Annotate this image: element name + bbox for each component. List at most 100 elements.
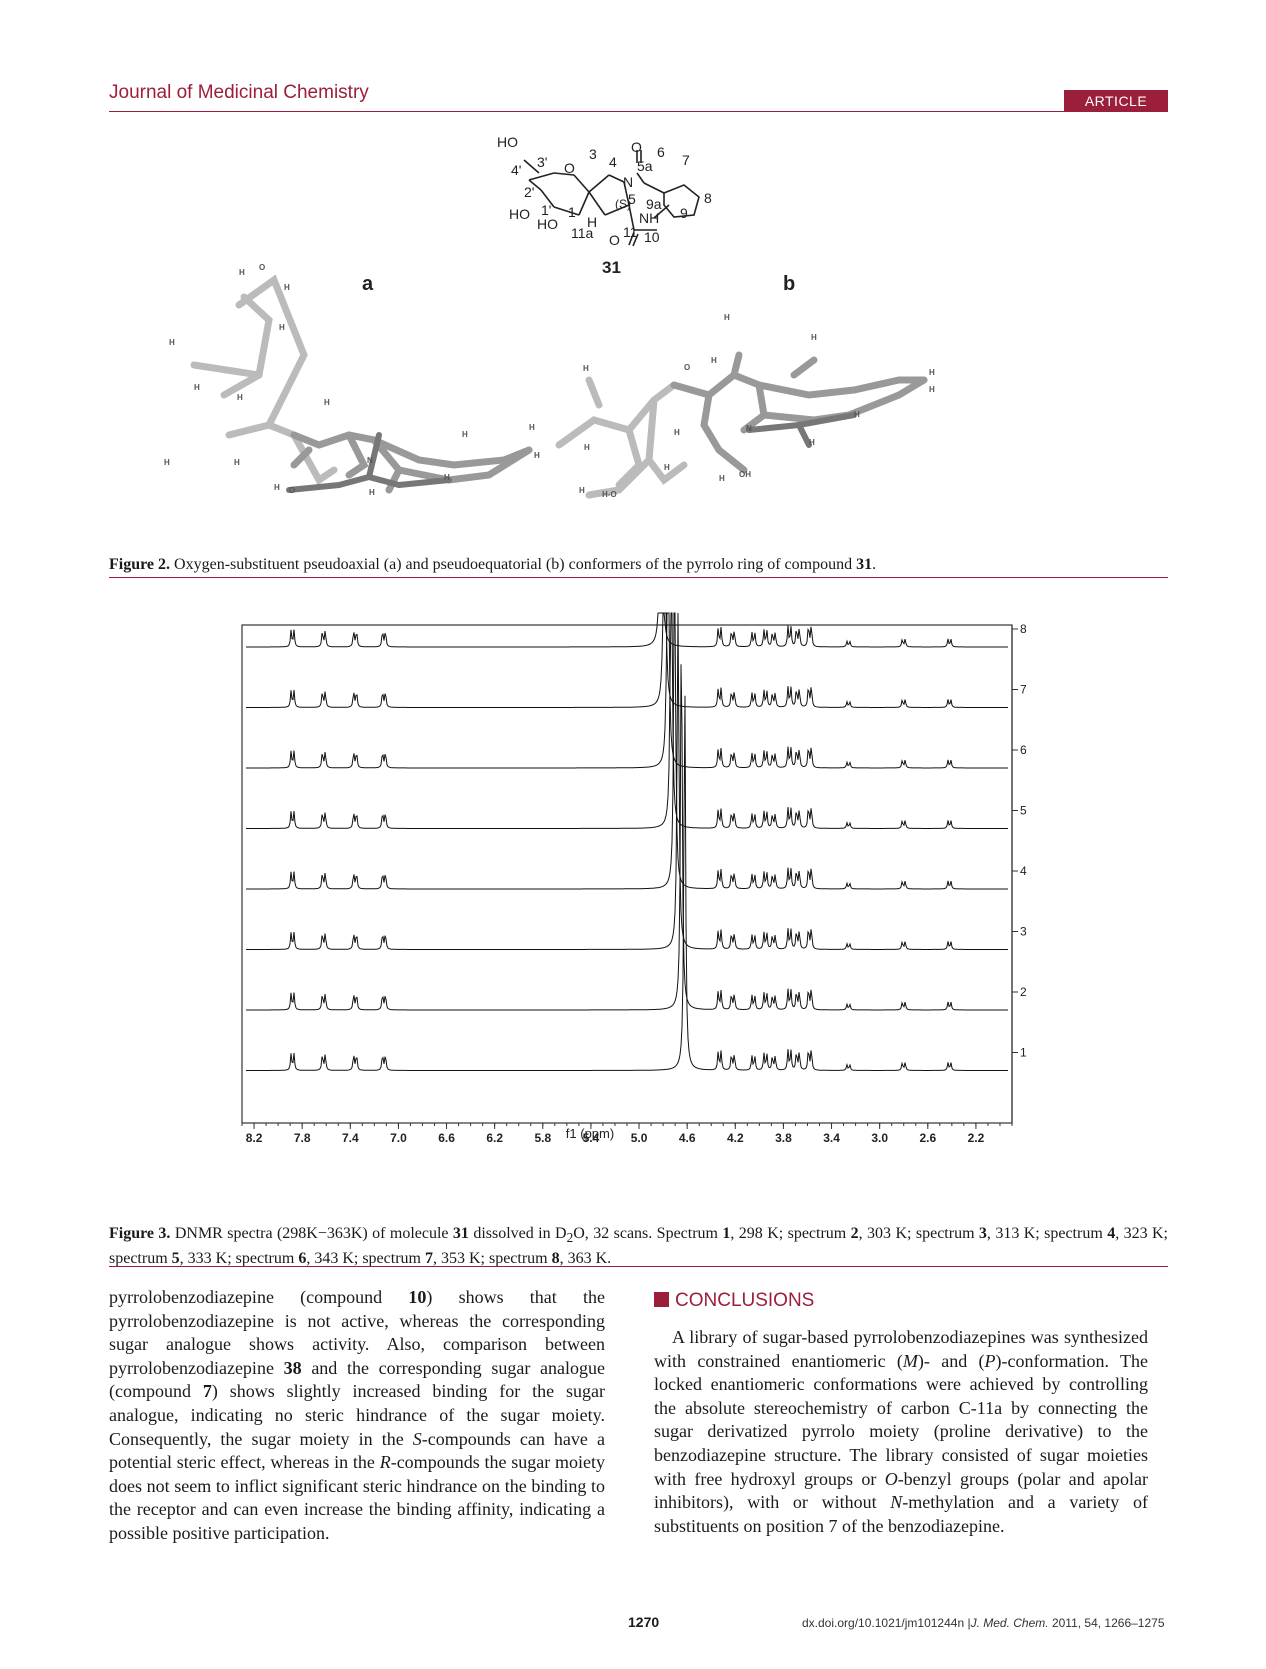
spectrum-trace: [246, 612, 1008, 708]
panel-a-label: a: [362, 273, 374, 295]
panel-b-label: b: [783, 273, 795, 295]
x-tick-label: 7.0: [390, 1131, 407, 1145]
svg-text:11a: 11a: [571, 225, 594, 241]
spectrum-index-axis: 8 7 6 5 4 3 2 1: [1012, 622, 1027, 1060]
spectra-group: [246, 612, 1008, 1071]
svg-text:H: H: [929, 385, 935, 394]
svg-text:4: 4: [609, 154, 617, 170]
structure-atom-labels: HO 4' 3' O 3 4 O 6 7 5a N 5 2' 1' (S) 9a…: [497, 134, 712, 248]
figure-3-caption: Figure 3. DNMR spectra (298K−363K) of mo…: [109, 1223, 1168, 1269]
doi-link-text: dx.doi.org/10.1021/jm101244n |: [802, 1616, 971, 1630]
svg-text:HO: HO: [537, 216, 558, 232]
svg-text:H: H: [369, 488, 375, 497]
figure-2-caption-end: .: [872, 556, 877, 573]
italic-term: P: [984, 1350, 996, 1371]
caption-text: , 303 K; spectrum: [858, 1225, 979, 1242]
caption-text: , 323 K; spectrum: [109, 1225, 1168, 1268]
figure-2-rule: [109, 577, 1168, 578]
svg-text:1: 1: [568, 204, 576, 220]
x-tick-label: 3.4: [823, 1131, 840, 1145]
caption-spectrum-number: 4: [1107, 1225, 1116, 1242]
spectrum-index-label: 7: [1020, 683, 1027, 697]
x-tick-label: 2.6: [919, 1131, 936, 1145]
caption-text: , 298 K; spectrum: [730, 1225, 851, 1242]
svg-text:H: H: [719, 474, 725, 483]
caption-subscript: 2: [566, 1230, 574, 1246]
italic-term: S: [412, 1428, 422, 1449]
spectrum-trace: [246, 664, 1008, 1011]
svg-text:1': 1': [541, 202, 551, 218]
svg-text:5a: 5a: [637, 158, 653, 174]
svg-text:3: 3: [589, 146, 597, 162]
label-ho-top: HO: [497, 134, 518, 150]
page-number: 1270: [628, 1614, 660, 1630]
spectrum-index-label: 6: [1020, 743, 1027, 757]
body-text: ) shows that the pyrrolobenzodiazepine i…: [109, 1287, 605, 1378]
x-tick-label: 5.8: [534, 1131, 551, 1145]
svg-text:8: 8: [704, 190, 712, 206]
compound-ref: 10: [408, 1287, 427, 1307]
svg-text:H: H: [664, 463, 670, 472]
svg-text:(S): (S): [615, 197, 631, 211]
svg-text:H: H: [274, 483, 280, 492]
figure-2-caption: Figure 2. Oxygen-substituent pseudoaxial…: [109, 554, 1168, 575]
svg-text:H: H: [234, 458, 240, 467]
svg-text:6: 6: [657, 144, 665, 160]
caption-text: dissolved in D: [468, 1225, 567, 1242]
citation-text: 2011, 54, 1266–1275: [1048, 1616, 1165, 1630]
x-axis: 8.2 7.8 7.4 7.0 6.6 6.2 5.8 5.4 5.0 4.6 4.2 3.8 3.4 3…: [241, 1123, 1013, 1145]
body-text: -methylation and a variety of substituen…: [654, 1492, 1148, 1536]
svg-text:9a: 9a: [646, 196, 662, 212]
x-tick-label: 6.2: [486, 1131, 503, 1145]
conformer-a-model: [190, 274, 533, 494]
svg-text:HO: HO: [509, 206, 530, 222]
conclusions-heading-text: CONCLUSIONS: [675, 1290, 815, 1311]
svg-text:H: H: [324, 398, 330, 407]
svg-text:7: 7: [682, 152, 690, 168]
header-rule: [109, 111, 1168, 112]
italic-term: M: [902, 1350, 918, 1371]
x-tick-label: 7.4: [342, 1131, 359, 1145]
compound-ref: 7: [202, 1381, 212, 1402]
body-text: )- and (: [917, 1350, 985, 1371]
svg-text:H: H: [809, 438, 815, 447]
spectrum-trace: [246, 695, 1008, 1071]
caption-spectrum-number: 2: [850, 1225, 859, 1242]
x-tick-label: 6.6: [438, 1131, 455, 1145]
body-text: -compounds can have a potential steric e…: [109, 1428, 605, 1473]
caption-text: , 313 K; spectrum: [986, 1225, 1108, 1242]
article-badge: ARTICLE: [1064, 90, 1168, 112]
compound-ref: 38: [283, 1357, 302, 1378]
caption-spectrum-number: 6: [298, 1250, 307, 1268]
svg-text:N: N: [367, 456, 373, 465]
svg-text:H: H: [239, 268, 245, 277]
svg-text:11: 11: [623, 224, 638, 240]
x-tick-label: 4.2: [727, 1131, 744, 1145]
svg-text:O: O: [631, 139, 642, 155]
spectrum-index-label: 3: [1020, 925, 1027, 939]
spectrum-trace: [246, 612, 1008, 648]
x-tick-label: 7.8: [294, 1131, 311, 1145]
conformer-b-atoms: HHH HHH HHH HHH HNO OHH-O: [579, 313, 935, 499]
svg-text:H: H: [811, 333, 817, 342]
svg-text:O: O: [289, 486, 295, 495]
svg-text:H: H: [279, 323, 285, 332]
caption-text: , 363 K.: [559, 1250, 612, 1268]
svg-text:H-O: H-O: [602, 490, 617, 499]
svg-text:H: H: [724, 313, 730, 322]
figure-2-label: Figure 2.: [109, 556, 171, 573]
journal-abbr: J. Med. Chem.: [970, 1616, 1049, 1630]
spectrum-index-label: 8: [1020, 622, 1027, 636]
x-tick-label: 5.0: [631, 1131, 648, 1145]
chemical-structure-31: [523, 150, 700, 247]
svg-text:O: O: [684, 363, 690, 372]
svg-text:O: O: [609, 232, 620, 248]
conformer-a-atoms: H H H H H H H H H H H H H H H O O N: [164, 263, 540, 497]
svg-text:H: H: [711, 356, 717, 365]
caption-text: O, 32 scans. Spectrum: [573, 1225, 723, 1242]
caption-text: DNMR spectra (298K−363K) of molecule: [170, 1225, 453, 1242]
conclusions-paragraph: A library of sugar-based pyrrolobenzodia…: [654, 1326, 1148, 1538]
left-column-paragraph: pyrrolobenzodiazepine (compound 10) show…: [109, 1286, 605, 1546]
figure-2-caption-text: Oxygen-substituent pseudoaxial (a) and p…: [170, 556, 857, 573]
figure-2-caption-compound: 31: [856, 556, 873, 573]
